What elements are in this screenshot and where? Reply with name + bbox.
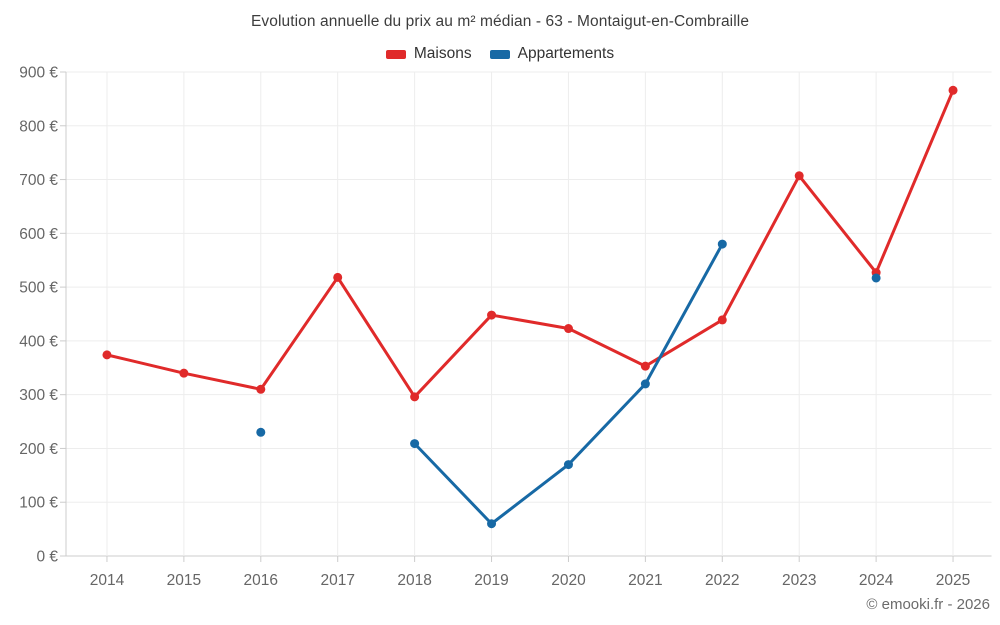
chart-title: Evolution annuelle du prix au m² médian … bbox=[250, 13, 750, 30]
y-tick-label: 700 € bbox=[19, 172, 58, 189]
data-point-maisons-2018[interactable] bbox=[410, 392, 420, 402]
x-tick-label: 2016 bbox=[244, 572, 278, 589]
x-tick-label: 2025 bbox=[936, 572, 970, 589]
x-tick-label: 2020 bbox=[551, 572, 586, 589]
series-line-maisons bbox=[106, 89, 955, 399]
data-point-maisons-2022[interactable] bbox=[717, 315, 727, 325]
x-tick-label: 2015 bbox=[167, 572, 201, 589]
y-tick-label: 900 € bbox=[19, 65, 58, 82]
legend-swatch-appartements bbox=[489, 49, 510, 59]
data-point-appartements-2021[interactable] bbox=[640, 379, 650, 389]
y-tick-label: 400 € bbox=[19, 333, 58, 350]
y-tick-label: 600 € bbox=[19, 226, 58, 243]
data-point-maisons-2015[interactable] bbox=[179, 368, 189, 378]
legend-swatch-maisons bbox=[385, 49, 406, 59]
y-tick-label: 800 € bbox=[19, 118, 58, 135]
x-tick-label: 2022 bbox=[705, 572, 739, 589]
data-point-appartements-2022[interactable] bbox=[717, 239, 727, 249]
data-point-appartements-2019[interactable] bbox=[487, 519, 497, 529]
legend-label-maisons: Maisons bbox=[413, 45, 472, 62]
data-point-maisons-2014[interactable] bbox=[102, 350, 112, 360]
x-tick-label: 2014 bbox=[90, 572, 125, 589]
data-point-appartements-2020[interactable] bbox=[563, 460, 573, 470]
y-tick-label: 200 € bbox=[19, 441, 58, 458]
data-point-maisons-2023[interactable] bbox=[794, 171, 804, 181]
x-tick-label: 2019 bbox=[474, 572, 508, 589]
x-tick-label: 2023 bbox=[782, 572, 816, 589]
data-point-maisons-2020[interactable] bbox=[563, 324, 573, 334]
data-point-maisons-2019[interactable] bbox=[487, 310, 497, 320]
y-tick-label: 100 € bbox=[19, 495, 58, 512]
data-point-appartements-2024[interactable] bbox=[871, 273, 881, 283]
data-point-appartements-2016[interactable] bbox=[256, 427, 266, 437]
data-point-maisons-2016[interactable] bbox=[256, 384, 266, 394]
copyright-footer: © emooki.fr - 2026 bbox=[866, 596, 990, 613]
y-tick-label: 300 € bbox=[19, 387, 58, 404]
y-tick-label: 0 € bbox=[36, 549, 58, 566]
x-tick-label: 2018 bbox=[397, 572, 431, 589]
data-point-maisons-2021[interactable] bbox=[640, 361, 650, 371]
data-point-maisons-2017[interactable] bbox=[333, 272, 343, 282]
y-tick-label: 500 € bbox=[19, 280, 58, 297]
data-point-maisons-2025[interactable] bbox=[948, 85, 958, 95]
legend-item-appartements[interactable]: Appartements bbox=[489, 45, 615, 63]
legend-item-maisons[interactable]: Maisons bbox=[385, 45, 472, 63]
chart-legend: Maisons Appartements bbox=[0, 45, 1000, 63]
legend-label-appartements: Appartements bbox=[517, 45, 615, 62]
x-tick-label: 2021 bbox=[628, 572, 662, 589]
x-tick-label: 2017 bbox=[320, 572, 354, 589]
data-point-appartements-2018[interactable] bbox=[410, 439, 420, 449]
x-tick-label: 2024 bbox=[859, 572, 894, 589]
